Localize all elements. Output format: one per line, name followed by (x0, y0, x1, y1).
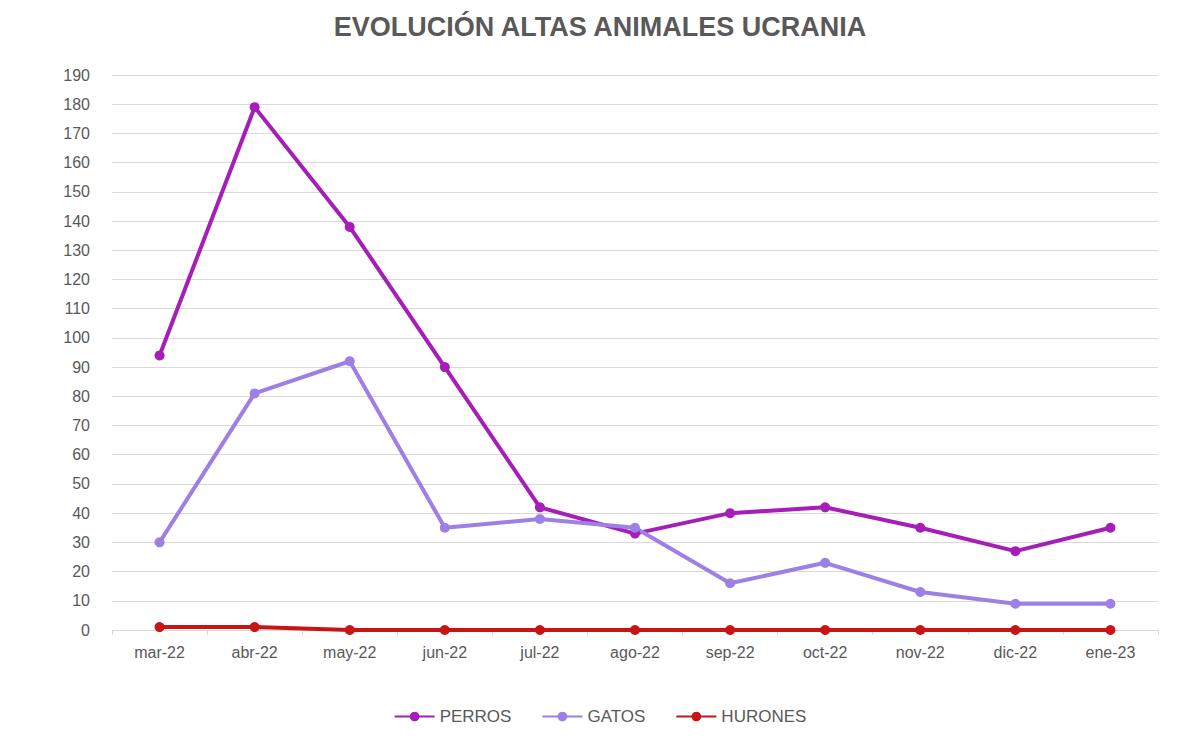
svg-text:120: 120 (63, 271, 90, 288)
svg-text:jun-22: jun-22 (422, 644, 468, 661)
svg-text:190: 190 (63, 67, 90, 84)
svg-text:50: 50 (72, 475, 90, 492)
svg-text:oct-22: oct-22 (803, 644, 848, 661)
svg-text:ago-22: ago-22 (610, 644, 660, 661)
svg-text:nov-22: nov-22 (896, 644, 945, 661)
svg-text:may-22: may-22 (323, 644, 376, 661)
svg-text:150: 150 (63, 183, 90, 200)
svg-text:EVOLUCIÓN ALTAS ANIMALES UCRAN: EVOLUCIÓN ALTAS ANIMALES UCRANIA (334, 11, 867, 42)
svg-text:90: 90 (72, 359, 90, 376)
svg-text:100: 100 (63, 329, 90, 346)
svg-text:GATOS: GATOS (587, 707, 645, 726)
svg-text:80: 80 (72, 388, 90, 405)
svg-text:abr-22: abr-22 (232, 644, 278, 661)
svg-text:130: 130 (63, 242, 90, 259)
svg-text:HURONES: HURONES (721, 707, 806, 726)
svg-text:60: 60 (72, 446, 90, 463)
svg-text:70: 70 (72, 417, 90, 434)
svg-text:30: 30 (72, 534, 90, 551)
svg-text:10: 10 (72, 592, 90, 609)
svg-text:0: 0 (81, 622, 90, 639)
svg-text:40: 40 (72, 505, 90, 522)
svg-text:20: 20 (72, 563, 90, 580)
svg-text:180: 180 (63, 96, 90, 113)
svg-text:PERROS: PERROS (440, 707, 512, 726)
svg-text:170: 170 (63, 125, 90, 142)
svg-text:110: 110 (64, 300, 90, 317)
svg-text:sep-22: sep-22 (706, 644, 755, 661)
svg-text:mar-22: mar-22 (134, 644, 185, 661)
svg-text:140: 140 (63, 213, 90, 230)
svg-text:160: 160 (63, 154, 90, 171)
svg-text:jul-22: jul-22 (519, 644, 559, 661)
svg-text:ene-23: ene-23 (1086, 644, 1136, 661)
svg-text:dic-22: dic-22 (994, 644, 1038, 661)
